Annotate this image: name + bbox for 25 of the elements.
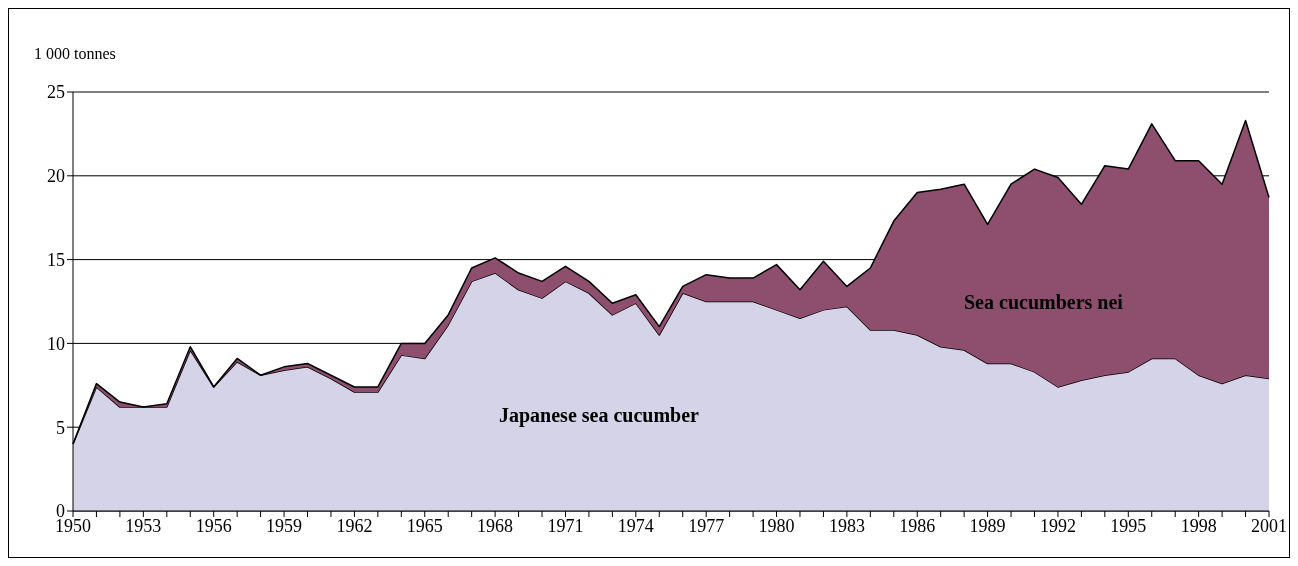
y-tick-label: 10 xyxy=(47,333,65,354)
x-tick-label: 1971 xyxy=(547,515,584,536)
y-tick-label: 5 xyxy=(56,417,65,438)
x-tick-label: 1980 xyxy=(758,515,795,536)
series-label: Sea cucumbers nei xyxy=(964,291,1123,314)
x-tick-label: 1992 xyxy=(1039,515,1076,536)
x-tick-label: 1998 xyxy=(1180,515,1217,536)
x-tick-label: 1953 xyxy=(125,515,162,536)
x-tick-label: 1965 xyxy=(406,515,443,536)
y-tick-label: 20 xyxy=(47,166,65,187)
x-tick-label: 1956 xyxy=(195,515,232,536)
x-tick-label: 1968 xyxy=(477,515,514,536)
x-tick-label: 1962 xyxy=(336,515,373,536)
x-tick-label: 2001 xyxy=(1251,515,1287,536)
series-label: Japanese sea cucumber xyxy=(499,404,699,427)
x-tick-label: 1983 xyxy=(828,515,865,536)
y-tick-label: 25 xyxy=(47,82,65,103)
x-tick-label: 1989 xyxy=(969,515,1006,536)
y-axis-title: 1 000 tonnes xyxy=(34,45,116,63)
x-tick-label: 1986 xyxy=(899,515,936,536)
x-tick-label: 1995 xyxy=(1110,515,1147,536)
x-tick-label: 1959 xyxy=(266,515,303,536)
x-tick-label: 1974 xyxy=(617,515,654,536)
x-tick-label: 1977 xyxy=(688,515,725,536)
y-tick-label: 15 xyxy=(47,249,65,270)
